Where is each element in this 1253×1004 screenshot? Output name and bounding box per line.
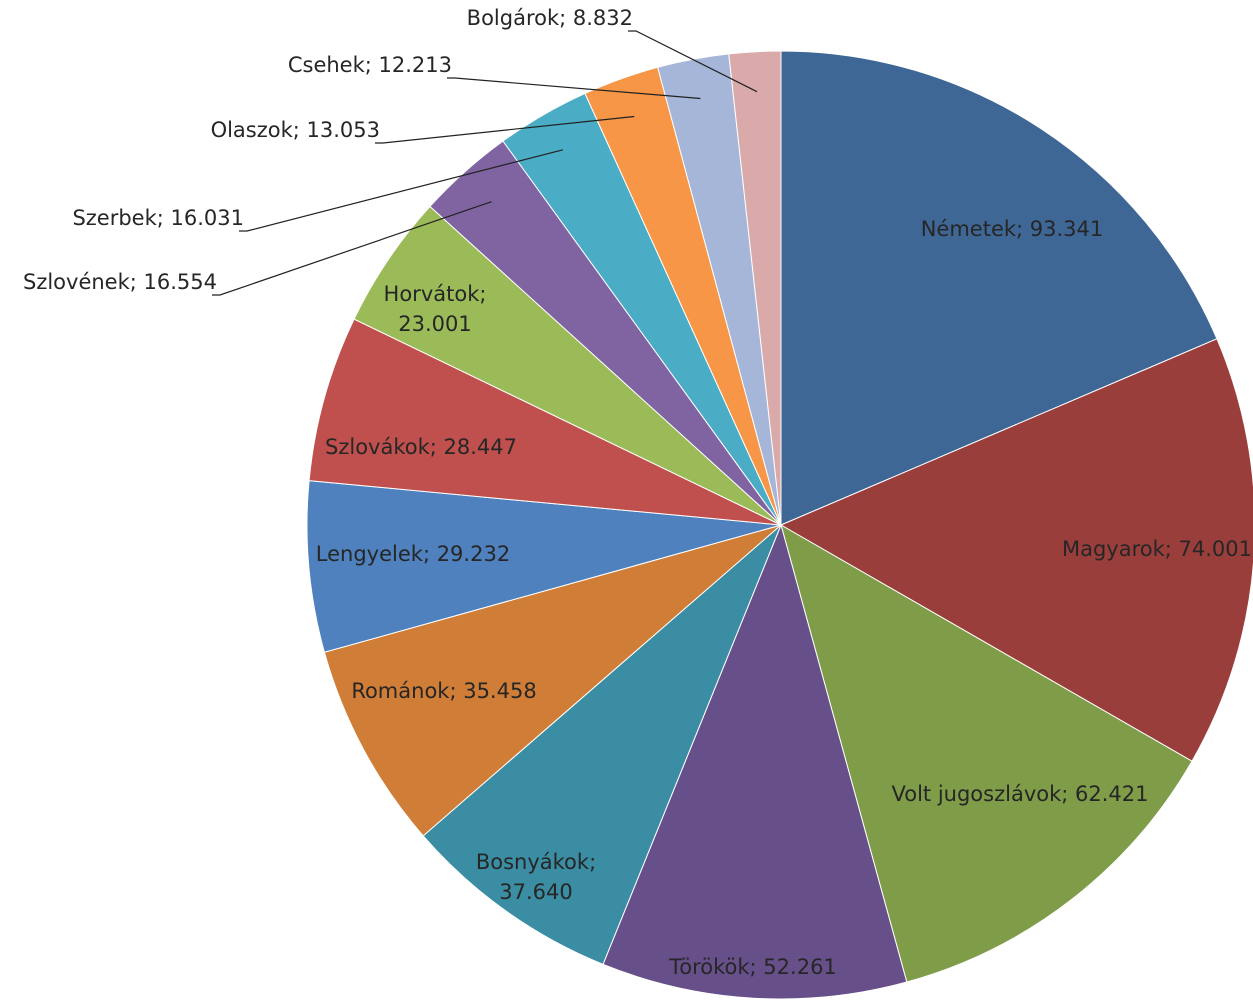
leader-lines (212, 30, 758, 296)
leader-line-bolgarok (628, 30, 758, 93)
slice-label-lengyelek: Lengyelek; 29.232 (316, 542, 510, 566)
pie-slice-romanok (323, 524, 782, 837)
pie-slice-magyarok (779, 338, 1253, 762)
slice-label-magyarok: Magyarok; 74.001 (1062, 537, 1252, 561)
pie-slice-bolgarok (728, 50, 782, 526)
slice-label-nemetek: Németek; 93.341 (921, 217, 1104, 241)
pie-slice-bosnyakok (422, 524, 782, 965)
pie-slice-torokok (602, 523, 908, 1000)
pie-slice-lengyelek (306, 480, 782, 653)
slice-label-bosnyakok: Bosnyákok; (476, 850, 596, 874)
slice-label-torokok: Törökök; 52.261 (668, 955, 837, 979)
slice-value-label-horvatok: 23.001 (398, 312, 471, 336)
leader-line-szlovenek (212, 201, 492, 296)
pie-slice-volt-jugoszlavok (780, 523, 1193, 983)
leader-line-csehek (447, 77, 701, 100)
slice-label-volt-jugoszlavok: Volt jugoszlávok; 62.421 (892, 782, 1149, 806)
slice-label-bolgarok: Bolgárok; 8.832 (467, 6, 633, 30)
pie-slice-szlovakok (308, 318, 782, 526)
slice-value-label-bosnyakok: 37.640 (499, 880, 572, 904)
slice-label-szlovakok: Szlovákok; 28.447 (325, 435, 517, 459)
slice-label-horvatok: Horvátok; (384, 282, 487, 306)
pie-slices (306, 50, 1253, 1000)
slice-label-romanok: Románok; 35.458 (351, 679, 536, 703)
leader-line-olaszok (375, 115, 635, 144)
leader-line-szerbek (239, 149, 564, 232)
slice-labels: Németek; 93.341 Magyarok; 74.001 Volt jugo… (23, 6, 1252, 979)
pie-slice-nemetek (780, 50, 1218, 526)
slice-label-szlovenek: Szlovének; 16.554 (23, 270, 217, 294)
slice-label-szerbek: Szerbek; 16.031 (72, 206, 244, 230)
slice-label-olaszok: Olaszok; 13.053 (211, 118, 380, 142)
slice-label-csehek: Csehek; 12.213 (288, 53, 452, 77)
